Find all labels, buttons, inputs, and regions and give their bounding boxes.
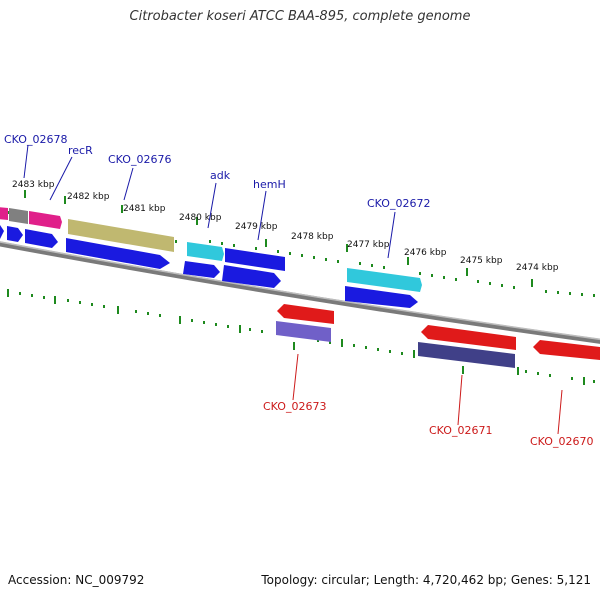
label-connectors — [23, 144, 563, 435]
scale-label: 2474 kbp — [516, 263, 559, 273]
gene-labels-top: CKO_02678 recR CKO_02676 adk hemH CKO_02… — [4, 133, 430, 210]
cds-magenta-left — [0, 207, 8, 220]
scale-label: 2482 kbp — [67, 192, 110, 202]
scale-label: 2479 kbp — [235, 222, 278, 232]
accession-text: Accession: NC_009792 — [8, 573, 145, 587]
cds-hemH — [225, 248, 285, 271]
scale-labels: 2483 kbp 2482 kbp 2481 kbp 2480 kbp 2479… — [12, 180, 559, 273]
cds-forward — [183, 261, 220, 278]
gene-label: CKO_02672 — [367, 197, 430, 210]
gene-label: hemH — [253, 178, 286, 191]
gene-label: CKO_02670 — [530, 435, 593, 448]
scale-label: 2475 kbp — [460, 256, 503, 266]
cds-forward — [25, 229, 58, 248]
cds-reverse — [277, 304, 334, 324]
scale-label: 2477 kbp — [347, 240, 390, 250]
gene-label: adk — [210, 169, 231, 182]
cds-forward — [66, 238, 170, 269]
gene-label: CKO_02676 — [108, 153, 171, 166]
cds-cyan-adk — [187, 242, 224, 261]
cds-forward — [345, 286, 418, 308]
feature-row-reverse — [276, 304, 600, 368]
cds-forward — [222, 265, 281, 288]
cds-olive — [68, 219, 174, 252]
cds-navy — [418, 342, 515, 368]
bottom-scale-ticks — [19, 292, 595, 383]
cds-reverse — [533, 340, 600, 360]
genome-backbone — [0, 241, 600, 344]
scale-label: 2481 kbp — [123, 204, 166, 214]
genome-summary-text: Topology: circular; Length: 4,720,462 bp… — [261, 573, 591, 587]
cds-grey — [9, 208, 28, 224]
scale-label: 2476 kbp — [404, 248, 447, 258]
gene-label: CKO_02671 — [429, 424, 492, 437]
scale-label: 2483 kbp — [12, 180, 55, 190]
cds-magenta — [29, 211, 62, 229]
map-title: Citrobacter koseri ATCC BAA-895, complet… — [129, 9, 471, 24]
cds-cyan-02672 — [347, 268, 422, 292]
scale-label: 2478 kbp — [291, 232, 334, 242]
gene-label: CKO_02678 — [4, 133, 67, 146]
cds-forward — [0, 225, 4, 239]
cds-forward — [7, 226, 23, 242]
gene-labels-bottom: CKO_02673 CKO_02671 CKO_02670 — [263, 400, 593, 448]
cds-reverse — [421, 325, 516, 350]
feature-row-top — [0, 207, 422, 292]
bottom-major-ticks — [7, 289, 585, 385]
scale-label: 2480 kbp — [179, 213, 222, 223]
gene-label: recR — [68, 144, 93, 157]
gene-label: CKO_02673 — [263, 400, 326, 413]
feature-row-forward — [0, 225, 418, 308]
top-major-ticks — [24, 190, 533, 287]
cds-slate — [276, 321, 331, 342]
